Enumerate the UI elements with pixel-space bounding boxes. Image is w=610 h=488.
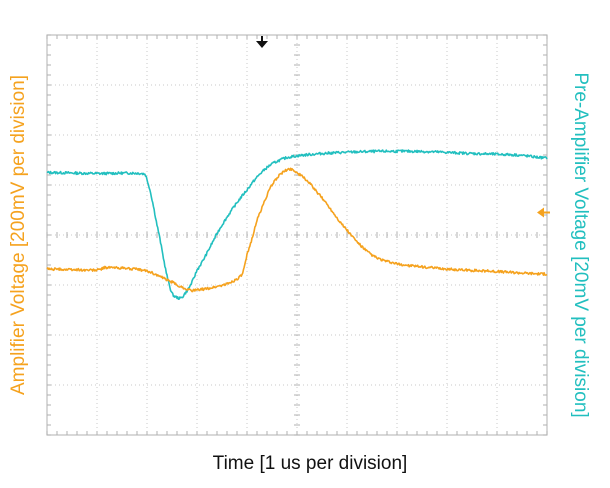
grid <box>46 34 548 436</box>
left-y-axis-label: Amplifier Voltage [200mV per division] <box>8 75 29 395</box>
marker-layer <box>256 36 550 218</box>
series-line-1 <box>46 167 548 293</box>
right-y-axis-label: Pre-Amplifier Voltage [20mV per division… <box>570 72 591 417</box>
x-axis-label: Time [1 us per division] <box>213 453 408 474</box>
channel-level-marker-icon <box>537 207 550 218</box>
series-layer <box>46 149 548 301</box>
series-line-0 <box>46 149 548 301</box>
trigger-position-icon <box>256 36 268 48</box>
